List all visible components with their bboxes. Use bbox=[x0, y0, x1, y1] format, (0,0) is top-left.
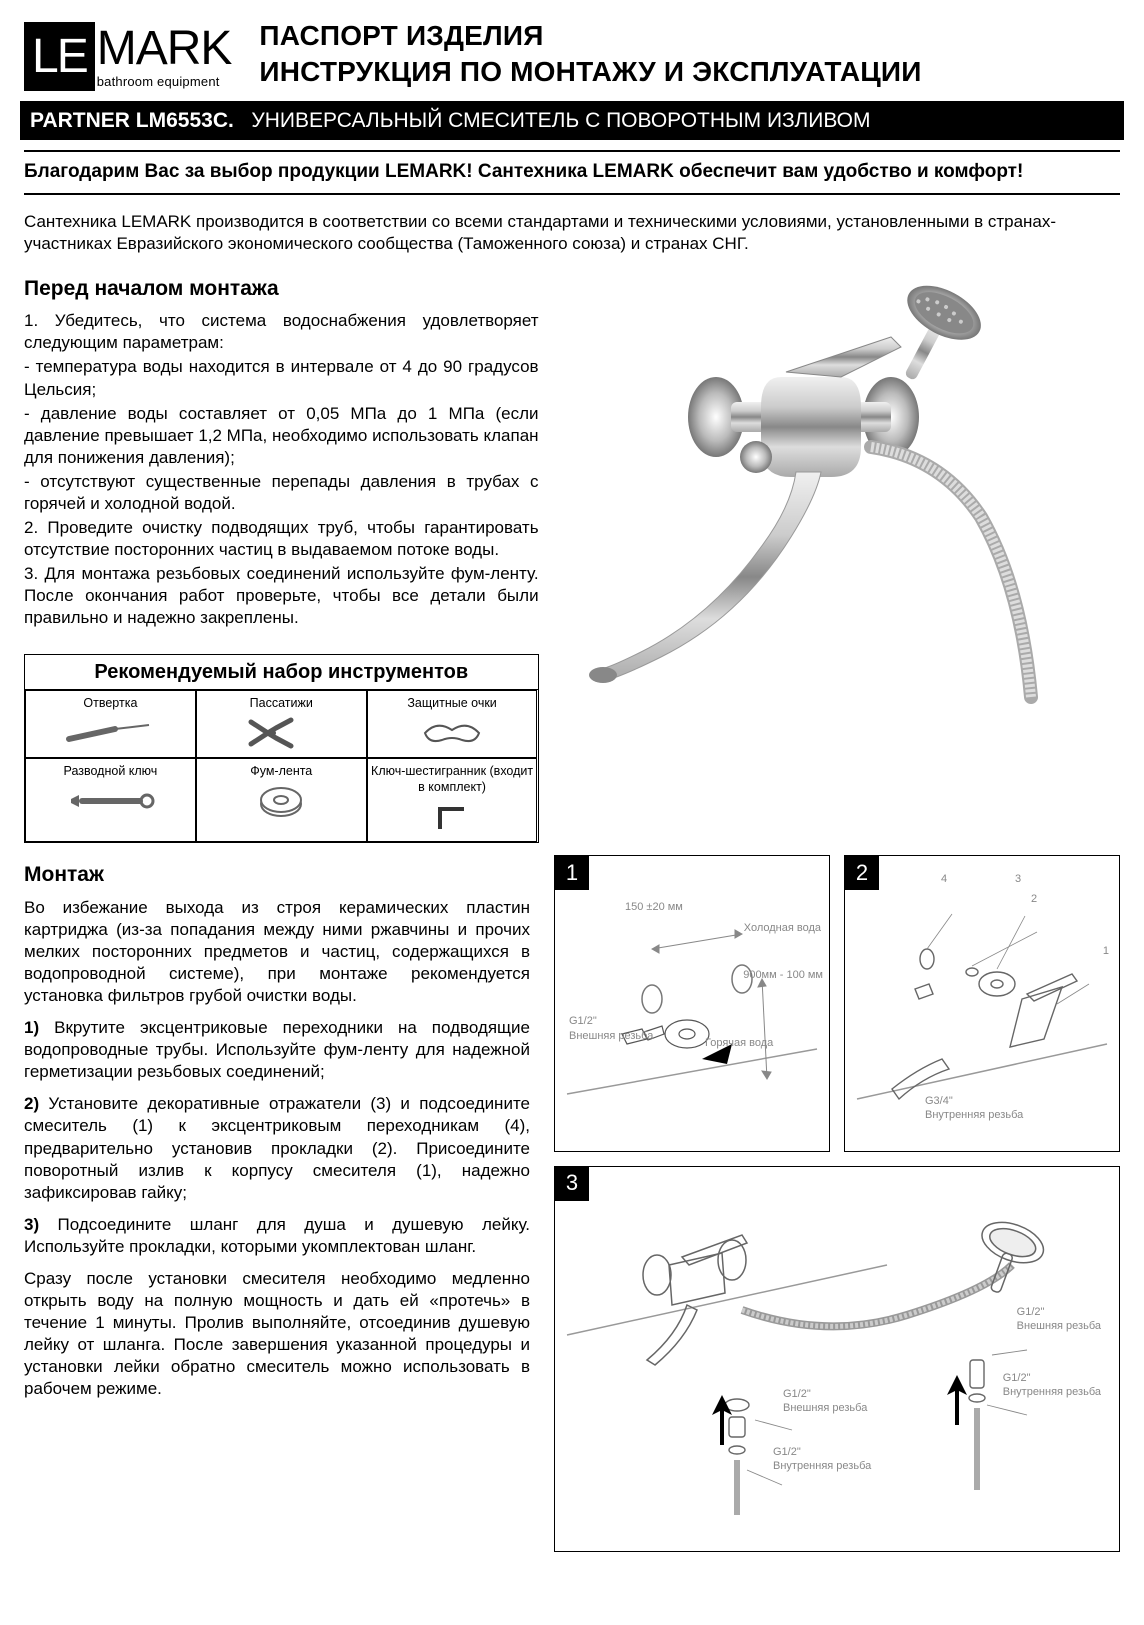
diagram-1-label: 1 bbox=[555, 856, 589, 890]
diagram-3-label: 3 bbox=[555, 1167, 589, 1201]
d3-t3: G1/2" bbox=[783, 1388, 811, 1400]
assembly-title: Монтаж bbox=[24, 861, 530, 888]
d3-t2: G1/2" bbox=[1003, 1372, 1031, 1384]
before-p3: - давление воды составляет от 0,05 МПа д… bbox=[24, 403, 539, 469]
d2-n3: 3 bbox=[1015, 872, 1021, 886]
tool-label: Ключ-шестигранник (входит в комплект) bbox=[371, 764, 533, 794]
diagram-row-12: 1 bbox=[554, 855, 1120, 1165]
d3-t2s: Внутренняя резьба bbox=[1003, 1386, 1101, 1398]
logo-text-mark: MARK bbox=[97, 18, 232, 80]
d3-t3s: Внешняя резьба bbox=[783, 1402, 867, 1414]
product-description: УНИВЕРСАЛЬНЫЙ СМЕСИТЕЛЬ С ПОВОРОТНЫМ ИЗЛ… bbox=[251, 109, 870, 132]
assembly-step1: 1) Вкрутите эксцентриковые переходники н… bbox=[24, 1017, 530, 1083]
before-p6: 3. Для монтажа резьбовых соединений испо… bbox=[24, 563, 539, 629]
d1-hot: Горячая вода bbox=[705, 1036, 773, 1050]
before-p5: 2. Проведите очистку подводящих труб, чт… bbox=[24, 517, 539, 561]
tool-goggles: Защитные очки bbox=[367, 690, 538, 758]
product-bar: PARTNER LM6553C. УНИВЕРСАЛЬНЫЙ СМЕСИТЕЛЬ… bbox=[20, 101, 1124, 140]
d2-thread-sub: Внутренняя резьба bbox=[925, 1109, 1023, 1121]
tools-header: Рекомендуемый набор инструментов bbox=[25, 655, 538, 690]
before-text-column: Перед началом монтажа 1. Убедитесь, что … bbox=[24, 269, 539, 843]
tool-label: Отвертка bbox=[83, 696, 137, 710]
logo-text-le: LE bbox=[32, 26, 87, 88]
tools-table: Рекомендуемый набор инструментов Отвертк… bbox=[24, 654, 539, 844]
before-title: Перед началом монтажа bbox=[24, 275, 539, 302]
tool-label: Защитные очки bbox=[407, 696, 496, 710]
tools-row-2: Разводной ключ Фум-лента Ключ-шестигранн… bbox=[25, 758, 538, 843]
d3-t4: G1/2" bbox=[773, 1446, 801, 1458]
before-section: Перед началом монтажа 1. Убедитесь, что … bbox=[24, 269, 1120, 843]
d3-t4s: Внутренняя резьба bbox=[773, 1460, 871, 1472]
intro-text: Сантехника LEMARK производится в соответ… bbox=[24, 211, 1120, 255]
d1-dim2: 900мм - 100 мм bbox=[743, 968, 823, 982]
tool-tape: Фум-лента bbox=[196, 758, 367, 843]
goggles-icon bbox=[370, 713, 535, 753]
d1-thread: G1/2" bbox=[569, 1015, 597, 1027]
d1-thread-sub: Внешняя резьба bbox=[569, 1030, 653, 1042]
d2-n4: 4 bbox=[941, 872, 947, 886]
diagram-1: 1 bbox=[554, 855, 830, 1151]
d3-t1: G1/2" bbox=[1017, 1306, 1045, 1318]
logo-subtitle: bathroom equipment bbox=[97, 74, 220, 91]
thanks-row: Благодарим Вас за выбор продукции LEMARK… bbox=[24, 150, 1120, 195]
d2-n1: 1 bbox=[1103, 944, 1109, 958]
before-p4: - отсутствуют существенные перепады давл… bbox=[24, 471, 539, 515]
tool-wrench: Разводной ключ bbox=[25, 758, 196, 843]
before-p1: 1. Убедитесь, что система водоснабжения … bbox=[24, 310, 539, 354]
d1-dim1: 150 ±20 мм bbox=[625, 900, 683, 914]
d2-n2: 2 bbox=[1031, 892, 1037, 906]
tools-row-1: Отвертка Пассатижи Защитные очки bbox=[25, 690, 538, 758]
assembly-final: Сразу после установки смесителя необходи… bbox=[24, 1268, 530, 1401]
screwdriver-icon bbox=[28, 713, 193, 753]
title-line1: ПАСПОРТ ИЗДЕЛИЯ bbox=[259, 18, 1120, 54]
diagram-3: 3 bbox=[554, 1166, 1120, 1552]
title-block: ПАСПОРТ ИЗДЕЛИЯ ИНСТРУКЦИЯ ПО МОНТАЖУ И … bbox=[259, 18, 1120, 91]
tape-icon bbox=[199, 781, 364, 821]
logo-box-le: LE bbox=[24, 22, 95, 90]
tool-pliers: Пассатижи bbox=[196, 690, 367, 758]
tool-label: Фум-лента bbox=[250, 764, 312, 778]
d3-t1s: Внешняя резьба bbox=[1017, 1320, 1101, 1332]
d2-thread: G3/4" bbox=[925, 1095, 953, 1107]
assembly-step2: 2) Установите декоративные отражатели (3… bbox=[24, 1093, 530, 1203]
product-model: PARTNER LM6553C. bbox=[30, 109, 234, 132]
header: LE MARK bathroom equipment ПАСПОРТ ИЗДЕЛ… bbox=[24, 18, 1120, 91]
mid-section: Монтаж Во избежание выхода из строя кера… bbox=[24, 855, 1120, 1566]
diagram-2-label: 2 bbox=[845, 856, 879, 890]
tool-screwdriver: Отвертка bbox=[25, 690, 196, 758]
tool-label: Пассатижи bbox=[250, 696, 313, 710]
hex-key-icon bbox=[370, 797, 535, 837]
d1-cold: Холодная вода bbox=[744, 921, 821, 935]
diagram-2: 2 bbox=[844, 855, 1120, 1151]
wrench-icon bbox=[28, 781, 193, 821]
assembly-text: Монтаж Во избежание выхода из строя кера… bbox=[24, 855, 530, 1566]
assembly-intro: Во избежание выхода из строя керамически… bbox=[24, 897, 530, 1007]
before-p2: - температура воды находится в интервале… bbox=[24, 356, 539, 400]
product-image-column bbox=[563, 269, 1120, 843]
diagrams-column: 1 bbox=[554, 855, 1120, 1566]
title-line2: ИНСТРУКЦИЯ ПО МОНТАЖУ И ЭКСПЛУАТАЦИИ bbox=[259, 54, 1120, 90]
product-image bbox=[563, 277, 1120, 703]
logo: LE MARK bathroom equipment bbox=[24, 20, 231, 91]
assembly-step3: 3) Подсоедините шланг для душа и душевую… bbox=[24, 1214, 530, 1258]
tool-label: Разводной ключ bbox=[64, 764, 158, 778]
tool-hex-key: Ключ-шестигранник (входит в комплект) bbox=[367, 758, 538, 843]
pliers-icon bbox=[199, 713, 364, 753]
